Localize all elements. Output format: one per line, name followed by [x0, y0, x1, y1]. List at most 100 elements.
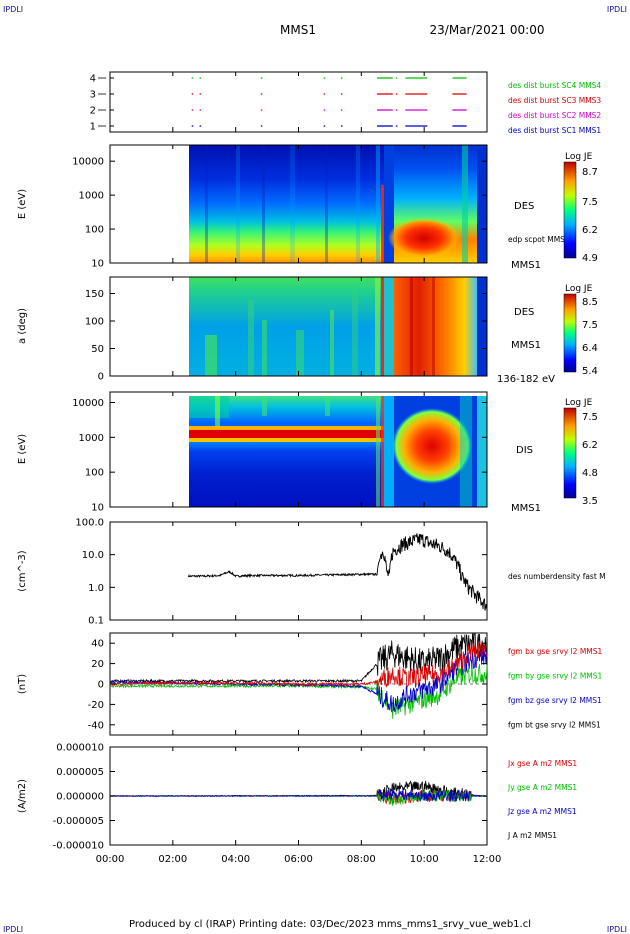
- ytick-label: 0.1: [88, 616, 104, 627]
- des-energy-right-label-3: MMS1: [511, 260, 541, 271]
- des-energy-colorbar: Log JE 8.7 7.5 6.2 4.9: [563, 152, 598, 264]
- dis-energy-cbar-tick-3: 3.5: [582, 496, 598, 507]
- bfield-ylabel: (nT): [17, 674, 28, 694]
- des-pitch-right-label-3: 136-182 eV: [497, 374, 555, 385]
- bfield-legend-entry: fgm bx gse srvy l2 MMS1: [508, 647, 603, 656]
- ytick-label: 3: [90, 90, 96, 101]
- page-date: 23/Mar/2021 00:00: [430, 23, 545, 37]
- des-pitch-right-label-1: DES: [514, 307, 534, 318]
- ytick-label: 1.0: [88, 583, 104, 594]
- xtick-label: 08:00: [347, 854, 376, 865]
- xtick-label: 10:00: [410, 854, 439, 865]
- corner-label-top-right: IPDLI: [607, 5, 627, 14]
- des-energy-right-label-1: DES: [514, 201, 534, 212]
- des-pitch-ylabel: a (deg): [17, 308, 28, 344]
- corner-label-bottom-right: IPDLI: [607, 925, 627, 934]
- burst-legend-entry: des dist burst SC1 MMS1: [508, 126, 601, 135]
- ytick-label: -0.000010: [53, 841, 104, 852]
- ytick-label: 100.0: [75, 518, 104, 529]
- current-legend-entry: Jx gse A m2 MMS1: [507, 759, 577, 768]
- burst-frame: [109, 71, 488, 133]
- ytick-label: 1000: [79, 433, 104, 444]
- des-energy-spectrogram: [189, 145, 487, 263]
- page-title: MMS1: [280, 23, 316, 37]
- ytick-label: -0.000005: [53, 816, 104, 827]
- ytick-label: 10.0: [82, 550, 104, 561]
- des-energy-cbar-tick-1: 7.5: [582, 197, 598, 208]
- ytick-label: 1000: [79, 191, 104, 202]
- des-pitch-cbar-tick-2: 6.4: [582, 343, 598, 354]
- ytick-label: 10: [91, 259, 104, 270]
- panel-dis-energy: 10 100 1000 10000 E (eV) DIS MMS1 Log JE 7.…: [17, 391, 598, 514]
- xtick-label: 04:00: [221, 854, 250, 865]
- ytick-label: 0.000010: [56, 743, 104, 754]
- ytick-label: 50: [91, 344, 104, 355]
- des-energy-cbar-tick-3: 4.9: [582, 253, 598, 264]
- ytick-label: 0: [98, 372, 104, 383]
- current-legend-entry: J A m2 MMS1: [507, 831, 557, 840]
- xtick-label: 12:00: [473, 854, 502, 865]
- dis-energy-spectrogram: [189, 396, 487, 507]
- xtick-label: 00:00: [96, 854, 125, 865]
- bfield-legend-entry: fgm by gse srvy l2 MMS1: [508, 672, 603, 681]
- density-frame: [109, 521, 488, 621]
- ytick-label: 0: [98, 680, 104, 691]
- des-pitch-cbar-tick-1: 7.5: [582, 320, 598, 331]
- current-series-line: [109, 788, 487, 803]
- ytick-label: 4: [90, 74, 96, 85]
- density-series-line: [188, 533, 488, 611]
- ytick-label: -20: [88, 700, 104, 711]
- des-energy-right-label-2: edp scpot MMS1: [508, 235, 570, 244]
- bfield-series-line: [109, 640, 488, 690]
- des-energy-ylabel: E (eV): [17, 189, 28, 219]
- des-energy-cbar-tick-2: 6.2: [582, 225, 598, 236]
- dis-energy-colorbar-title: Log JE: [565, 398, 593, 408]
- ytick-label: 100: [85, 468, 104, 479]
- des-energy-colorbar-title: Log JE: [565, 152, 593, 162]
- corner-label-top-left: IPDLI: [3, 5, 23, 14]
- des-pitch-right-label-2: MMS1: [511, 340, 541, 351]
- ytick-label: 2: [90, 106, 96, 117]
- ytick-label: 0.000000: [56, 792, 104, 803]
- density-legend-0: des numberdensity fast M: [508, 572, 606, 581]
- current-ylabel: (A/m2): [17, 779, 28, 813]
- ytick-label: 100: [85, 225, 104, 236]
- panel-density: 0.1 1.0 10.0 100.0 (cm^-3) des numberdensit…: [17, 518, 606, 627]
- des-pitch-cbar-tick-3: 5.4: [582, 366, 598, 377]
- corner-label-bottom-left: IPDLI: [3, 925, 23, 934]
- des-pitch-colorbar-title: Log JE: [565, 284, 593, 294]
- dis-energy-ylabel: E (eV): [17, 434, 28, 464]
- dis-energy-colorbar: Log JE 7.5 6.2 4.8 3.5: [563, 398, 598, 507]
- des-pitch-colorbar: Log JE 8.5 7.5 6.4 5.4: [563, 284, 598, 377]
- panel-magnetic-field: -40 -20 0 20 40 (nT) fgm bx gse srvy l2 MMS1…: [17, 632, 603, 736]
- panel-burst: 1 2 3 4 des dist burst SC4 MMS4 des dist bur…: [90, 71, 601, 135]
- dis-energy-cbar-tick-1: 6.2: [582, 440, 598, 451]
- density-ylabel: (cm^-3): [17, 550, 28, 591]
- panel-des-pitch: 0 50 100 150 a (deg) DES MMS1 136-182 eV Lo…: [17, 276, 598, 385]
- burst-legend-entry: des dist burst SC2 MMS2: [508, 111, 601, 120]
- ytick-label: 10000: [72, 157, 104, 168]
- des-pitch-cbar-tick-0: 8.5: [582, 297, 598, 308]
- current-series-line: [109, 790, 488, 807]
- time-axis: 00:00 02:00 04:00 06:00 08:00 10:00 12:00: [96, 72, 502, 865]
- des-pitch-spectrogram: [189, 277, 487, 376]
- ytick-label: -40: [88, 720, 104, 731]
- current-legend-entry: Jy gse A m2 MMS1: [507, 783, 577, 792]
- dis-energy-right-label-1: DIS: [516, 445, 533, 456]
- dis-energy-cbar-tick-0: 7.5: [582, 412, 598, 423]
- panel-des-energy: 10 100 1000 10000 E (eV) DES edp scpot MMS1…: [17, 144, 598, 271]
- ytick-label: 0.000005: [56, 767, 104, 778]
- current-legend-entry: Jz gse A m2 MMS1: [507, 807, 577, 816]
- ytick-label: 20: [91, 659, 104, 670]
- dis-energy-right-label-2: MMS1: [511, 503, 541, 514]
- ytick-label: 10: [91, 503, 104, 514]
- bfield-legend-entry: fgm bt gse srvy l2 MMS1: [508, 721, 601, 730]
- ytick-label: 10000: [72, 398, 104, 409]
- ytick-label: 1: [90, 122, 96, 133]
- ytick-label: 100: [85, 317, 104, 328]
- burst-legend-entry: des dist burst SC4 MMS4: [508, 81, 601, 90]
- xtick-label: 02:00: [158, 854, 187, 865]
- des-energy-cbar-tick-0: 8.7: [582, 167, 598, 178]
- ytick-label: 40: [91, 639, 104, 650]
